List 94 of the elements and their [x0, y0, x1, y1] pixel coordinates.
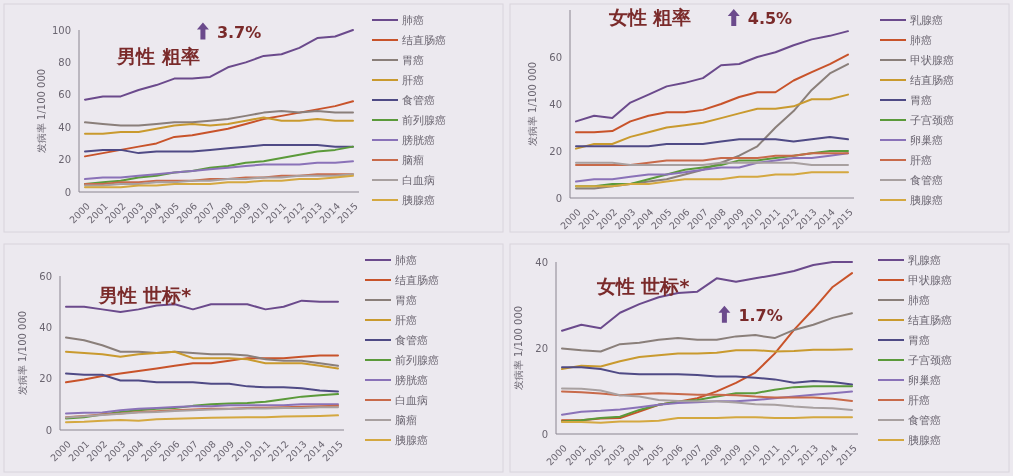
- legend-label: 卵巢癌: [910, 134, 943, 147]
- legend-label: 食管癌: [395, 334, 428, 347]
- legend-label: 膀胱癌: [402, 134, 435, 147]
- legend-label: 肝癌: [908, 394, 930, 407]
- legend-label: 胃癌: [402, 54, 424, 67]
- y-axis-title: 发病率 1/100 000: [17, 310, 28, 396]
- line-series: [575, 30, 849, 123]
- line-series: [575, 63, 849, 190]
- line-series: [561, 272, 853, 422]
- line-series: [65, 403, 339, 415]
- y-tick-label: 100: [51, 24, 71, 36]
- line-series: [575, 171, 849, 188]
- legend-label: 脑瘤: [395, 414, 417, 427]
- legend-label: 结直肠癌: [908, 314, 952, 327]
- legend-label: 甲状腺癌: [908, 274, 952, 287]
- legend-label: 子宫颈癌: [908, 354, 952, 367]
- line-series: [84, 116, 354, 135]
- y-tick-label: 20: [535, 342, 548, 354]
- y-tick-label: 20: [39, 373, 52, 385]
- legend-label: 肺癌: [402, 14, 424, 27]
- legend-label: 结直肠癌: [395, 274, 439, 287]
- line-series: [575, 53, 849, 134]
- legend-label: 肝癌: [910, 154, 932, 167]
- y-tick-label: 60: [39, 270, 52, 282]
- y-tick-label: 0: [541, 428, 548, 440]
- legend-label: 肺癌: [395, 254, 417, 267]
- line-series: [84, 160, 354, 181]
- annotation: 4.5%: [747, 9, 793, 28]
- legend-label: 食管癌: [910, 174, 943, 187]
- legend-label: 前列腺癌: [395, 354, 439, 367]
- line-series: [65, 372, 339, 393]
- legend-label: 膀胱癌: [395, 374, 428, 387]
- legend-label: 乳腺癌: [910, 14, 943, 27]
- text: 女性 世标*: [595, 275, 690, 298]
- line-series: [561, 261, 853, 332]
- line-series: [575, 135, 849, 148]
- y-tick-label: 40: [535, 256, 548, 268]
- y-axis-title: 发病率 1/100 000: [513, 305, 524, 391]
- line-series: [65, 336, 339, 367]
- legend-label: 食管癌: [908, 414, 941, 427]
- line-series: [65, 393, 339, 420]
- y-tick-label: 80: [58, 56, 71, 68]
- legend-label: 结直肠癌: [910, 74, 954, 87]
- y-tick-label: 40: [39, 321, 52, 333]
- y-tick-label: 40: [549, 98, 562, 110]
- legend-label: 胃癌: [908, 334, 930, 347]
- legend-label: 胃癌: [910, 94, 932, 107]
- line-series: [65, 350, 339, 370]
- y-axis-title: 发病率 1/100 000: [36, 68, 47, 154]
- line-series: [561, 387, 853, 411]
- legend-label: 肺癌: [908, 294, 930, 307]
- annotation: 3.7%: [216, 22, 262, 42]
- line-series: [84, 110, 354, 127]
- chart-title: 女性 粗率: [607, 6, 692, 28]
- legend-label: 结直肠癌: [402, 34, 446, 47]
- legend-label: 胰腺癌: [402, 194, 435, 207]
- legend-label: 肺癌: [910, 34, 932, 47]
- line-series: [561, 348, 853, 371]
- y-tick-label: 0: [64, 186, 71, 198]
- legend-label: 甲状腺癌: [910, 54, 954, 67]
- line-series: [561, 366, 853, 386]
- legend-label: 肝癌: [402, 74, 424, 87]
- text: 男性 世标*: [97, 284, 192, 307]
- legend-label: 白血病: [395, 394, 428, 407]
- legend-label: 卵巢癌: [908, 374, 941, 387]
- y-axis-title: 发病率 1/100 000: [527, 61, 538, 147]
- line-series: [561, 390, 853, 402]
- line-series: [575, 93, 849, 150]
- legend-label: 脑瘤: [402, 154, 424, 167]
- legend-label: 胰腺癌: [908, 434, 941, 447]
- legend-label: 前列腺癌: [402, 114, 446, 127]
- y-tick-label: 60: [549, 51, 562, 63]
- y-tick-label: 40: [58, 121, 71, 133]
- legend-label: 肝癌: [395, 314, 417, 327]
- legend-label: 白血病: [402, 174, 435, 187]
- y-tick-label: 20: [58, 154, 71, 166]
- y-tick-label: 0: [555, 192, 562, 204]
- line-series: [65, 354, 339, 384]
- legend-label: 食管癌: [402, 94, 435, 107]
- line-series: [65, 414, 339, 424]
- y-tick-label: 0: [45, 424, 52, 436]
- line-series: [575, 152, 849, 167]
- annotation: 1.7%: [738, 305, 783, 325]
- legend-label: 子宫颈癌: [910, 114, 954, 127]
- y-tick-label: 60: [58, 89, 71, 101]
- legend-label: 胰腺癌: [395, 434, 428, 447]
- legend-label: 胃癌: [395, 294, 417, 307]
- line-series: [84, 100, 354, 158]
- line-series: [561, 390, 853, 416]
- line-series: [561, 385, 853, 423]
- legend-label: 乳腺癌: [908, 254, 941, 267]
- legend-label: 胰腺癌: [910, 194, 943, 207]
- y-tick-label: 20: [549, 145, 562, 157]
- text: 男性 粗率: [116, 45, 200, 68]
